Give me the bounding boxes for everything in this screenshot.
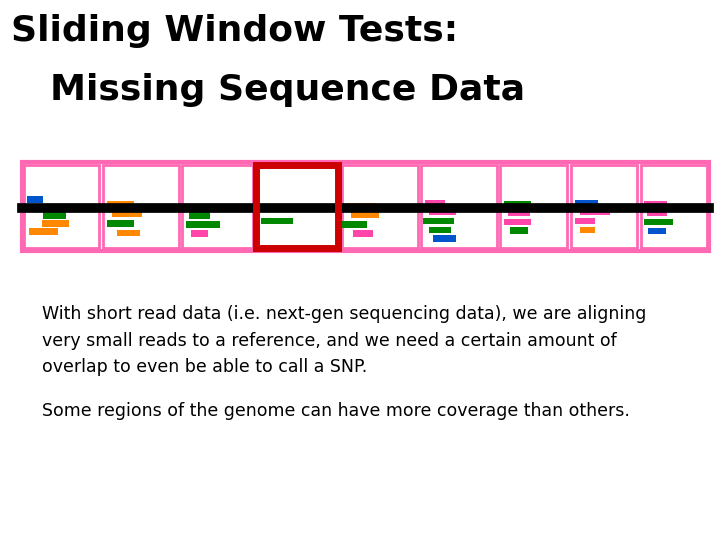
Bar xyxy=(186,221,220,228)
Bar xyxy=(351,212,379,218)
Bar xyxy=(500,165,567,248)
Bar xyxy=(429,227,451,233)
Bar xyxy=(189,212,210,219)
Bar xyxy=(648,228,666,234)
Bar xyxy=(107,220,134,227)
Bar xyxy=(508,210,530,216)
Bar xyxy=(504,219,531,225)
Bar xyxy=(342,165,418,248)
Bar xyxy=(24,165,99,248)
Bar xyxy=(421,165,497,248)
Bar xyxy=(186,204,213,211)
Bar xyxy=(43,212,66,219)
Bar xyxy=(575,218,595,224)
Bar xyxy=(425,200,445,206)
Bar xyxy=(27,196,43,202)
Bar xyxy=(429,208,456,215)
Bar xyxy=(510,227,528,234)
Bar xyxy=(182,165,253,248)
Bar xyxy=(641,165,707,248)
Bar xyxy=(117,230,140,236)
Bar xyxy=(353,230,373,237)
Text: Missing Sequence Data: Missing Sequence Data xyxy=(50,73,526,107)
Bar xyxy=(191,230,208,237)
Bar xyxy=(647,210,667,216)
Bar xyxy=(107,201,134,208)
Text: Sliding Window Tests:: Sliding Window Tests: xyxy=(11,14,458,48)
Bar xyxy=(504,201,531,208)
Bar xyxy=(261,218,293,224)
Bar xyxy=(571,165,637,248)
Bar xyxy=(580,227,595,233)
Bar xyxy=(256,165,338,248)
Bar xyxy=(342,221,367,228)
Bar xyxy=(433,235,456,242)
Bar xyxy=(575,200,598,206)
Bar xyxy=(29,205,49,212)
Bar xyxy=(103,165,179,248)
Bar xyxy=(112,211,142,217)
Text: With short read data (i.e. next-gen sequencing data), we are aligning
very small: With short read data (i.e. next-gen sequ… xyxy=(42,305,646,376)
Bar xyxy=(423,218,454,224)
Bar xyxy=(346,203,376,210)
Bar xyxy=(42,220,69,227)
Bar xyxy=(580,208,610,215)
Bar xyxy=(644,219,673,225)
Bar xyxy=(22,162,709,251)
Bar xyxy=(29,228,58,235)
Text: Some regions of the genome can have more coverage than others.: Some regions of the genome can have more… xyxy=(42,402,629,420)
Bar xyxy=(644,201,667,208)
